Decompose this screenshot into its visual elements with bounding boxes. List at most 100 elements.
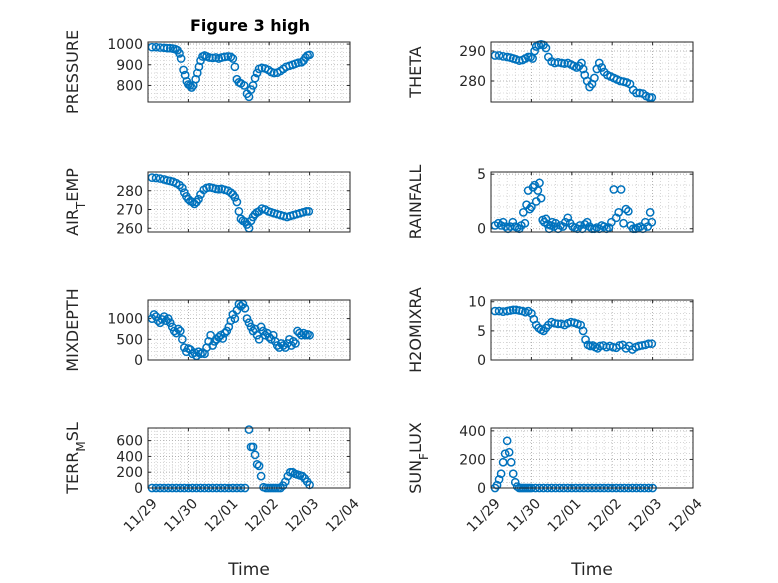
data-point: [494, 475, 504, 484]
data-point: [508, 469, 518, 479]
axes-box: [490, 299, 694, 361]
x-tick-label: 12/02: [585, 496, 625, 536]
data-point: [293, 58, 303, 68]
data-point: [254, 334, 264, 344]
data-point: [305, 330, 314, 340]
axes-box: [490, 171, 694, 233]
y-tick-label: 900: [116, 58, 143, 74]
data-point: [218, 334, 228, 343]
data-point: [500, 449, 510, 459]
data-point: [179, 65, 188, 75]
data-point: [248, 442, 258, 452]
data-point: [578, 326, 588, 336]
subplot-right-2: 0 5 RAINFALL: [406, 165, 694, 239]
data-point: [220, 328, 230, 338]
y-tick-label: 0: [134, 481, 143, 497]
data-point: [501, 222, 510, 231]
data-point: [304, 207, 314, 216]
data-point: [239, 81, 249, 90]
axes-box: [490, 41, 694, 103]
data-point: [535, 178, 544, 188]
figure-title: Figure 3 high: [190, 16, 310, 35]
y-tick-label: 0: [477, 353, 486, 369]
data-point: [173, 324, 183, 334]
data-point: [582, 217, 592, 227]
y-tick-label: 280: [459, 74, 486, 90]
data-point: [230, 192, 240, 202]
data-point: [250, 73, 260, 83]
subplot-right-3: 0 5 10 H2OMIXRA: [406, 287, 694, 373]
y-axis-label: AIRTEMP: [63, 168, 88, 236]
data-point: [244, 425, 254, 434]
data-point: [494, 306, 504, 316]
data-point: [175, 49, 184, 58]
data-point: [222, 326, 232, 336]
series-points: [147, 299, 314, 361]
data-point: [289, 337, 298, 346]
x-tick-label: 12/02: [242, 496, 282, 536]
data-point: [536, 193, 546, 203]
data-point: [616, 185, 626, 194]
data-point: [597, 63, 607, 72]
subplot-left-1: 800 900 1000 PRESSURE: [63, 30, 351, 114]
y-tick-label: 270: [116, 203, 143, 219]
grid: [490, 428, 694, 489]
data-point: [214, 332, 224, 342]
data-point: [526, 52, 535, 62]
y-tick-label: 400: [459, 424, 486, 440]
data-point: [607, 217, 616, 227]
subplot-right-4: 0 200 400 SUNFLUX 11/29 11/30 12/01 12/02 12/03 1…: [406, 422, 706, 580]
data-point: [647, 339, 657, 349]
data-point: [256, 322, 266, 332]
series-points: [147, 173, 314, 233]
data-point: [647, 217, 657, 227]
x-axis-label: Time: [570, 560, 613, 580]
data-point: [525, 204, 535, 214]
data-point: [252, 459, 262, 469]
plot-area: [491, 428, 693, 488]
data-point: [645, 208, 655, 217]
y-tick-label: 260: [116, 221, 143, 237]
subplot-left-2: 260 270 280 AIRTEMP: [63, 168, 351, 237]
data-point: [541, 43, 551, 53]
y-axis-label: PRESSURE: [63, 30, 82, 114]
grid: [490, 42, 694, 102]
y-tick-label: 0: [477, 481, 486, 497]
x-tick-label: 11/29: [121, 496, 161, 536]
series-points: [490, 305, 657, 354]
data-point: [246, 85, 256, 94]
x-tick-label: 12/01: [545, 496, 585, 536]
x-tick-label: 12/03: [282, 496, 322, 536]
series-points: [490, 40, 657, 102]
y-tick-label: 1000: [107, 312, 143, 328]
data-point: [208, 53, 217, 63]
x-axis-label: Time: [227, 560, 270, 580]
data-point: [520, 218, 530, 228]
data-point: [492, 480, 502, 490]
y-tick-label: 10: [468, 295, 486, 311]
axes-box: [147, 171, 351, 233]
data-point: [498, 457, 508, 467]
y-axis-label: TERRMSL: [63, 422, 88, 495]
y-tick-label: 0: [477, 222, 486, 238]
data-point: [297, 330, 306, 340]
data-point: [581, 335, 590, 344]
plot-area: [491, 42, 693, 102]
subplot-left-3: 0 500 1000 MIXDEPTH: [63, 288, 351, 372]
data-point: [502, 306, 512, 316]
data-point: [151, 173, 161, 183]
y-tick-label: 290: [459, 44, 486, 60]
data-point: [504, 447, 514, 457]
data-point: [256, 471, 266, 481]
data-point: [177, 334, 187, 344]
data-point: [614, 208, 624, 217]
data-point: [206, 330, 215, 340]
x-tick-label: 11/30: [161, 496, 201, 536]
y-tick-label: 1000: [107, 37, 143, 53]
data-point: [242, 314, 252, 323]
data-point: [560, 217, 570, 227]
data-point: [194, 194, 203, 204]
data-point: [594, 58, 604, 68]
x-tick-label: 11/30: [504, 496, 544, 536]
